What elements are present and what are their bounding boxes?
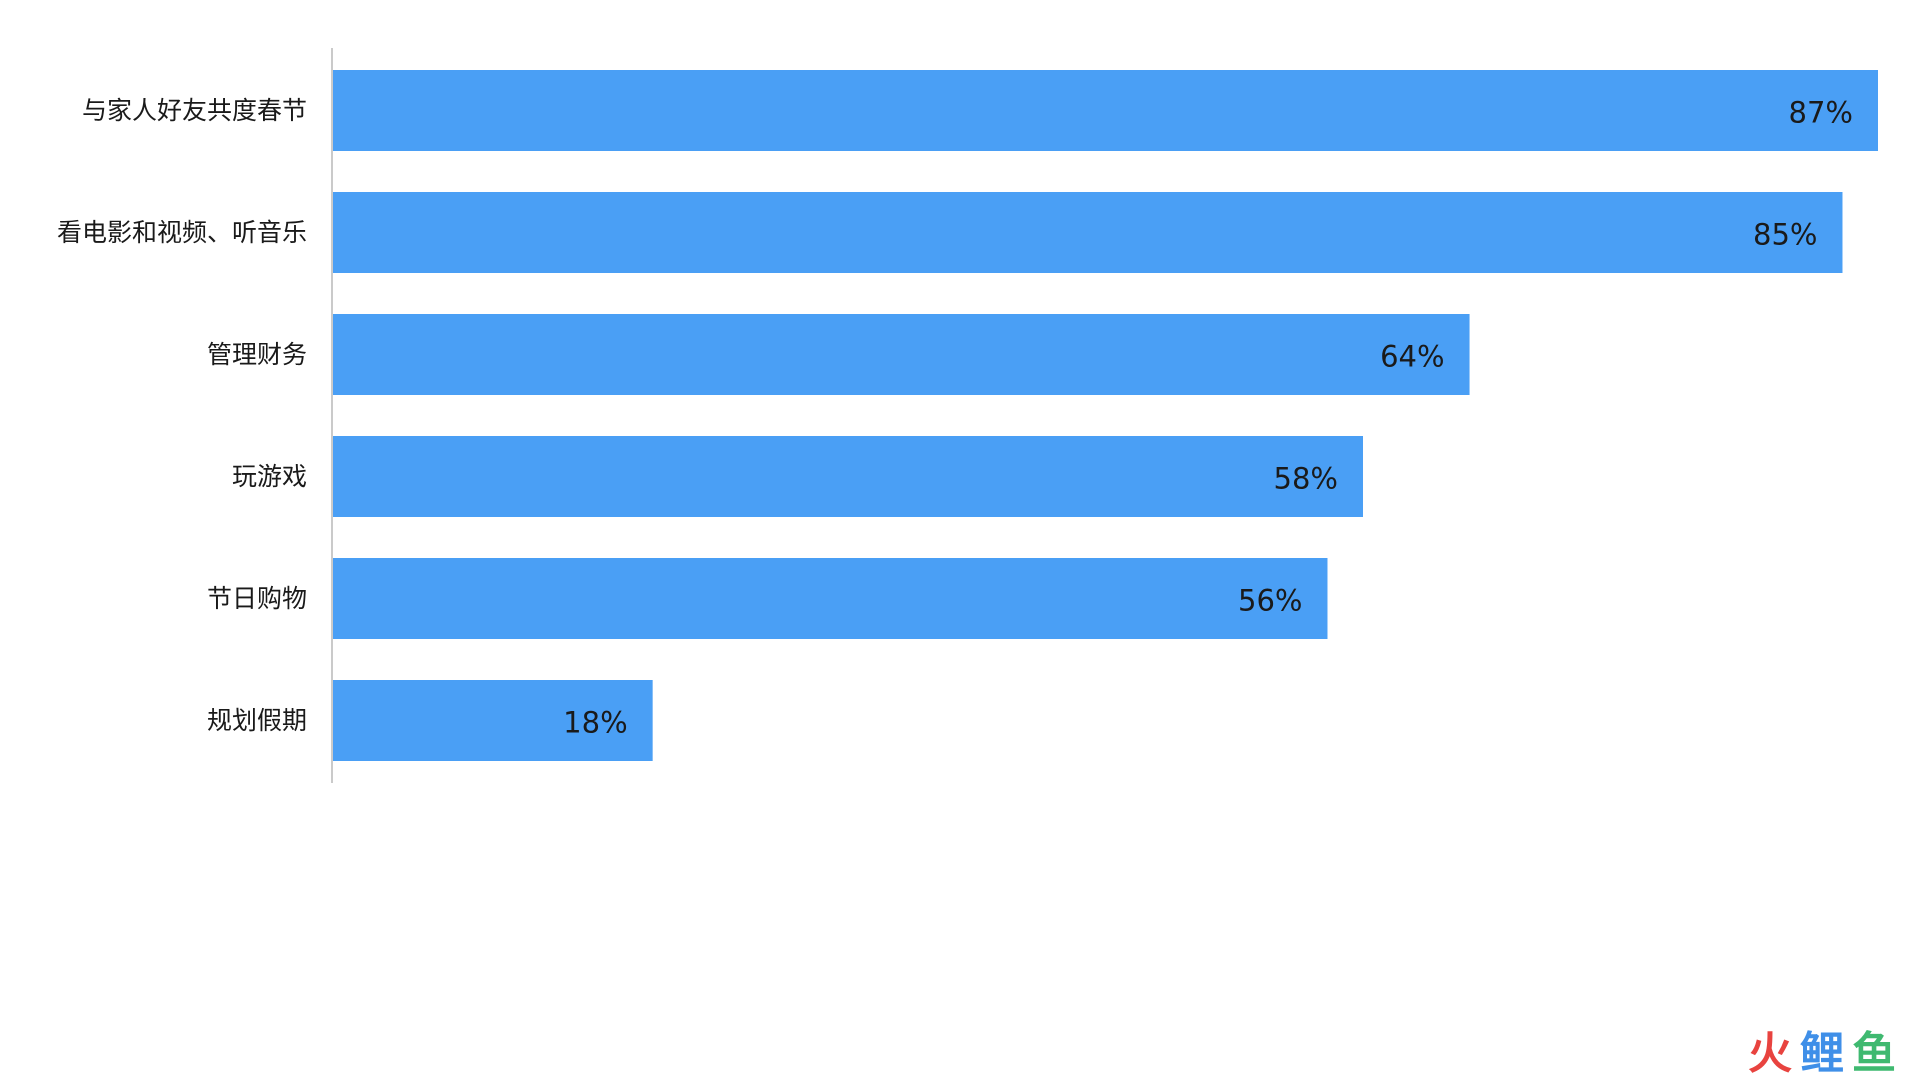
category-label: 管理财务 [207, 340, 307, 369]
bar [333, 680, 653, 761]
watermark-logo: 火鲤鱼 [1748, 1028, 1896, 1079]
value-label: 87% [1789, 96, 1853, 130]
category-label: 与家人好友共度春节 [82, 96, 307, 125]
category-label: 规划假期 [207, 706, 307, 735]
bar [333, 558, 1328, 639]
bar [333, 192, 1843, 273]
watermark-char: 鲤 [1800, 1028, 1844, 1079]
bar [333, 436, 1363, 517]
value-label: 56% [1238, 584, 1302, 618]
watermark-char: 鱼 [1852, 1028, 1896, 1079]
category-label: 节日购物 [207, 584, 307, 613]
value-label: 64% [1380, 340, 1444, 374]
bars [333, 70, 1878, 761]
value-label: 85% [1753, 218, 1817, 252]
category-label: 玩游戏 [232, 462, 307, 491]
bar [333, 314, 1470, 395]
value-labels: 87% 85% 64% 58% 56% 18% [563, 96, 1853, 740]
category-label: 看电影和视频、听音乐 [57, 218, 307, 247]
value-label: 18% [563, 706, 627, 740]
bar [333, 70, 1878, 151]
watermark-char: 火 [1748, 1028, 1792, 1079]
value-label: 58% [1274, 462, 1338, 496]
